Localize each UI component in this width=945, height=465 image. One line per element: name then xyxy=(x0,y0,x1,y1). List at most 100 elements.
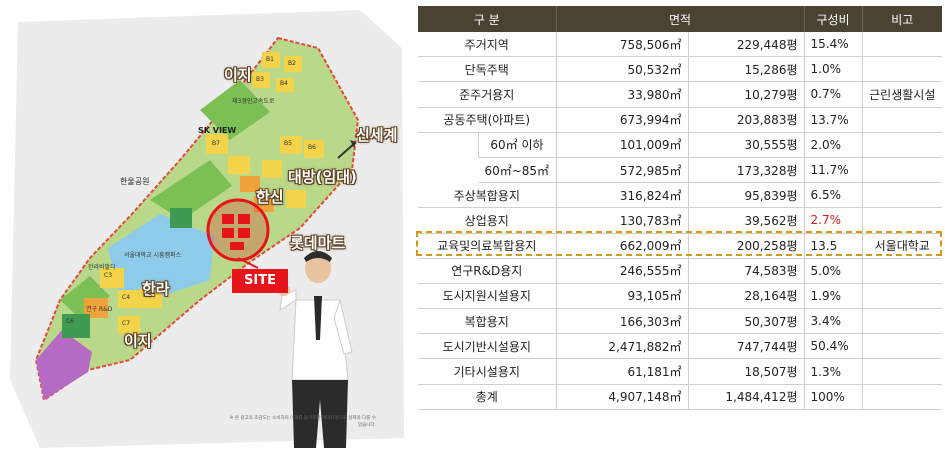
map-label-halla-block: 한라비발디 xyxy=(88,264,116,271)
map-label-b3: B3 xyxy=(256,76,264,83)
map-label-halla: 한라 xyxy=(142,280,170,298)
row-name: 연구R&D용지 xyxy=(418,258,556,284)
row-ratio: 13.7% xyxy=(803,107,862,133)
education-block xyxy=(108,214,214,300)
row-name: 총계 xyxy=(418,384,556,410)
table-row: 도시지원시설용지 93,105㎡ 28,164평 1.9% xyxy=(418,283,942,310)
map-label-b6: B6 xyxy=(308,144,316,151)
map-label-c7: C7 xyxy=(122,320,131,327)
site-badge: SITE xyxy=(232,269,288,293)
row-ratio: 5.0% xyxy=(803,258,862,284)
row-note xyxy=(861,56,942,83)
block-b5 xyxy=(280,136,302,154)
row-ratio: 1.9% xyxy=(803,283,862,310)
row-name: 도시지원시설용지 xyxy=(418,283,556,310)
map-label-b5: B5 xyxy=(284,140,292,147)
map-label-shinsegae: 신세계 xyxy=(356,126,398,144)
row-area-pyeong: 74,583평 xyxy=(687,258,804,284)
block-b6 xyxy=(304,140,324,158)
block-b1 xyxy=(262,52,280,68)
block-c3 xyxy=(100,268,124,288)
row-name: 60㎡ 이하 xyxy=(477,132,556,158)
row-area-sqm: 316,824㎡ xyxy=(555,182,688,209)
shinsegae-arrow-head xyxy=(350,140,356,148)
park-block-2 xyxy=(200,80,270,140)
row-ratio: 100% xyxy=(803,384,862,410)
commercial-row-highlight xyxy=(416,231,942,256)
map-footnote: ※ 본 광고의 조감도는 소비자의 이해를 돕기위한 이미지컷으로 실제와 다를… xyxy=(229,416,376,428)
row-note xyxy=(861,283,942,310)
map-label-daebang: 대방(임대) xyxy=(288,168,357,186)
row-area-sqm: 758,506㎡ xyxy=(555,32,688,58)
map-label-skview: SK VIEW xyxy=(198,126,237,135)
site-cell-5 xyxy=(230,242,244,250)
row-note xyxy=(861,32,942,58)
row-name: 주거지역 xyxy=(418,32,556,58)
block-green-dark-2 xyxy=(170,208,192,228)
row-name: 복합용지 xyxy=(418,308,556,335)
row-ratio: 11.7% xyxy=(803,157,862,184)
site-pointer xyxy=(237,257,259,269)
row-name: 상업용지 xyxy=(418,207,556,234)
row-name: 공동주택(아파트) xyxy=(418,107,556,133)
row-note: 근린생활시설 xyxy=(861,81,942,108)
block-green-dark-1 xyxy=(62,314,90,338)
table-header-row: 구 분 면적 구성비 비고 xyxy=(418,6,942,32)
table-row: 상업용지 130,783㎡ 39,562평 2.7% xyxy=(418,207,942,234)
park-block-1 xyxy=(150,160,232,220)
row-ratio: 2.0% xyxy=(803,132,862,158)
block-c5 xyxy=(140,288,162,308)
site-cell-3 xyxy=(222,228,234,238)
indent-cell xyxy=(418,132,478,182)
row-area-pyeong: 203,883평 xyxy=(687,107,804,133)
map-label-lotte-mart: 롯데마트 xyxy=(290,234,346,252)
row-area-pyeong: 30,555평 xyxy=(687,132,804,158)
row-ratio: 0.7% xyxy=(803,81,862,108)
header-category: 구 분 xyxy=(418,6,556,32)
block-b2 xyxy=(284,56,302,72)
row-ratio: 3.4% xyxy=(803,308,862,335)
table-row: 주거지역 758,506㎡ 229,448평 15.4% xyxy=(418,32,942,58)
row-area-pyeong: 10,279평 xyxy=(687,81,804,108)
block-mixed-1 xyxy=(240,176,260,192)
row-area-pyeong: 747,744평 xyxy=(687,333,804,360)
row-ratio: 6.5% xyxy=(803,182,862,209)
table-row: 60㎡~85㎡ 572,985㎡ 173,328평 11.7% xyxy=(418,157,942,184)
map-label-univ: 서울대학교 시흥캠퍼스 xyxy=(124,252,182,259)
table-row: 60㎡ 이하 101,009㎡ 30,555평 2.0% xyxy=(418,132,942,158)
map-label-c6: C6 xyxy=(66,318,75,325)
row-area-pyeong: 1,484,412평 xyxy=(687,384,804,410)
row-area-pyeong: 15,286평 xyxy=(687,56,804,83)
row-area-sqm: 673,994㎡ xyxy=(555,107,688,133)
row-area-sqm: 246,555㎡ xyxy=(555,258,688,284)
map-label-c3: C3 xyxy=(104,272,113,279)
map-label-c4: C4 xyxy=(122,294,131,301)
row-ratio: 50.4% xyxy=(803,333,862,360)
map-label-b1: B1 xyxy=(266,56,274,63)
row-area-sqm: 50,532㎡ xyxy=(555,56,688,83)
row-note xyxy=(861,207,942,234)
block-b4 xyxy=(276,78,294,92)
row-note xyxy=(861,358,942,385)
site-cell-2 xyxy=(238,214,250,224)
row-name: 도시기반시설용지 xyxy=(418,333,556,360)
row-area-pyeong: 50,307평 xyxy=(687,308,804,335)
row-note xyxy=(861,107,942,133)
row-area-sqm: 61,181㎡ xyxy=(555,358,688,385)
row-name: 60㎡~85㎡ xyxy=(478,157,556,184)
row-area-sqm: 2,471,882㎡ xyxy=(555,333,688,360)
block-b8 xyxy=(228,156,250,174)
row-area-sqm: 4,907,148㎡ xyxy=(555,384,688,410)
block-b9 xyxy=(262,160,282,178)
row-name: 기타시설용지 xyxy=(418,358,556,385)
map-label-c5: C5 xyxy=(144,292,153,299)
map-label-rnd: 연구 R&D xyxy=(86,306,113,313)
row-area-pyeong: 28,164평 xyxy=(687,283,804,310)
map-label-b7: B7 xyxy=(212,140,220,147)
block-b7 xyxy=(206,134,228,154)
map-label-b2: B2 xyxy=(288,60,296,67)
header-area: 면적 xyxy=(555,6,804,32)
row-area-sqm: 572,985㎡ xyxy=(555,157,688,184)
table-row: 주상복합용지 316,824㎡ 95,839평 6.5% xyxy=(418,182,942,209)
row-area-pyeong: 173,328평 xyxy=(687,157,804,184)
